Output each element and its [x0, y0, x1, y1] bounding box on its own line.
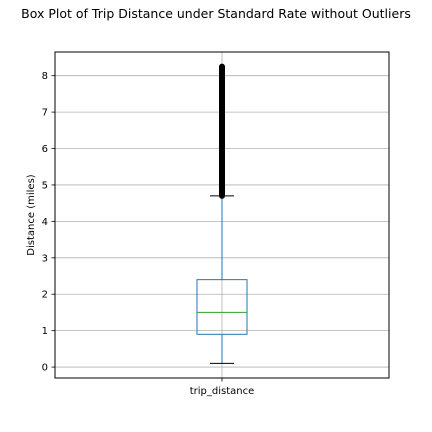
y-ticks: 0 1 2 3 4 5 6 7 8 — [42, 71, 55, 374]
y-tick-label: 1 — [42, 326, 48, 337]
y-tick-label: 2 — [42, 290, 48, 301]
y-tick-label: 3 — [42, 253, 48, 264]
y-tick-label: 6 — [42, 144, 48, 155]
y-tick-label: 7 — [42, 108, 48, 119]
y-tick-label: 8 — [42, 71, 48, 82]
box-plot-elements — [196, 63, 248, 364]
y-tick-label: 4 — [42, 217, 48, 228]
y-tick-label: 5 — [42, 180, 48, 191]
iqr-box — [196, 279, 248, 335]
x-ticks: trip_distance — [190, 378, 255, 397]
y-axis-label: Distance (miles) — [26, 174, 37, 255]
chart-title: Box Plot of Trip Distance under Standard… — [21, 6, 411, 21]
x-tick-label: trip_distance — [190, 386, 255, 397]
y-tick-label: 0 — [42, 363, 48, 374]
